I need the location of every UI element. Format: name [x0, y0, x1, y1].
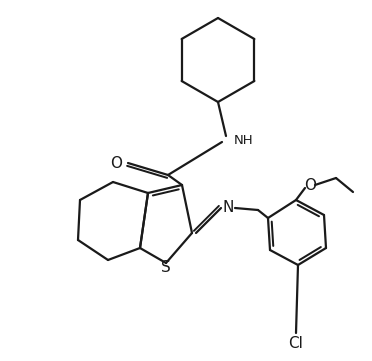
Text: NH: NH	[234, 134, 254, 147]
Text: O: O	[304, 178, 316, 192]
Text: N: N	[222, 200, 234, 216]
Text: Cl: Cl	[289, 335, 304, 351]
Text: S: S	[161, 260, 171, 274]
Text: O: O	[110, 156, 122, 170]
